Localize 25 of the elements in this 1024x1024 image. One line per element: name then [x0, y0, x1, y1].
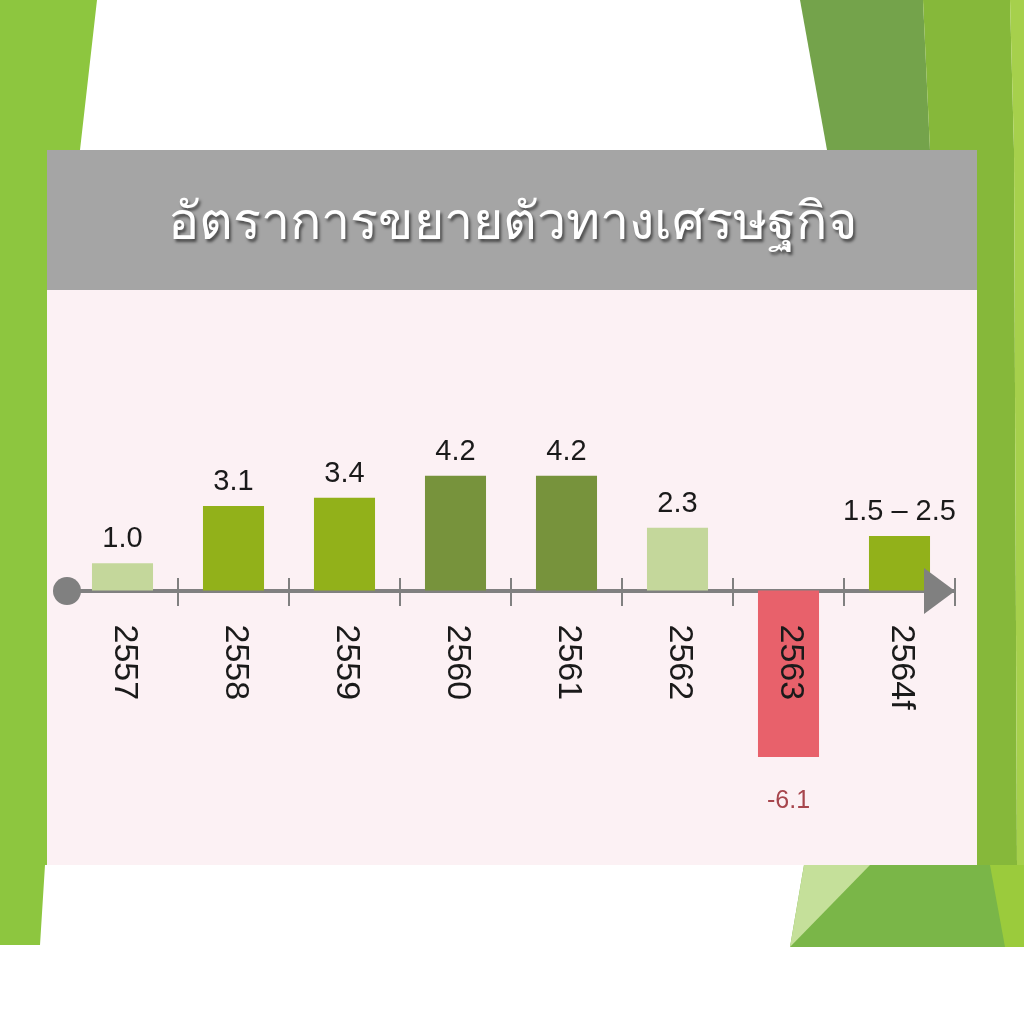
data-label: 1.0 [102, 521, 143, 554]
data-label: 4.2 [435, 433, 476, 466]
x-tick-label: 2559 [330, 624, 369, 701]
chart-title: อัตราการขยายตัวทางเศรษฐกิจ [167, 189, 857, 254]
x-tick-label: 2557 [108, 624, 147, 701]
data-label: 3.1 [213, 463, 254, 496]
x-tick-label: 2564f [885, 624, 924, 711]
bar [313, 497, 376, 591]
bar [202, 505, 265, 591]
bar [535, 475, 598, 591]
x-tick-label: 2562 [663, 624, 702, 701]
data-label: 4.2 [546, 433, 587, 466]
x-tick-label: 2563 [774, 624, 813, 701]
x-tick-label: 2561 [552, 624, 591, 701]
bar [424, 475, 487, 591]
bar [91, 563, 154, 591]
data-label: 2.3 [657, 485, 698, 518]
data-label: 3.4 [324, 455, 365, 488]
bar [646, 527, 709, 591]
bar [868, 535, 931, 591]
x-tick-label: 2560 [441, 624, 480, 701]
bar [757, 590, 820, 758]
data-label: -6.1 [766, 785, 811, 814]
annotation: 1.5 – 2.5 [843, 493, 956, 526]
x-tick-label: 2558 [219, 624, 258, 701]
